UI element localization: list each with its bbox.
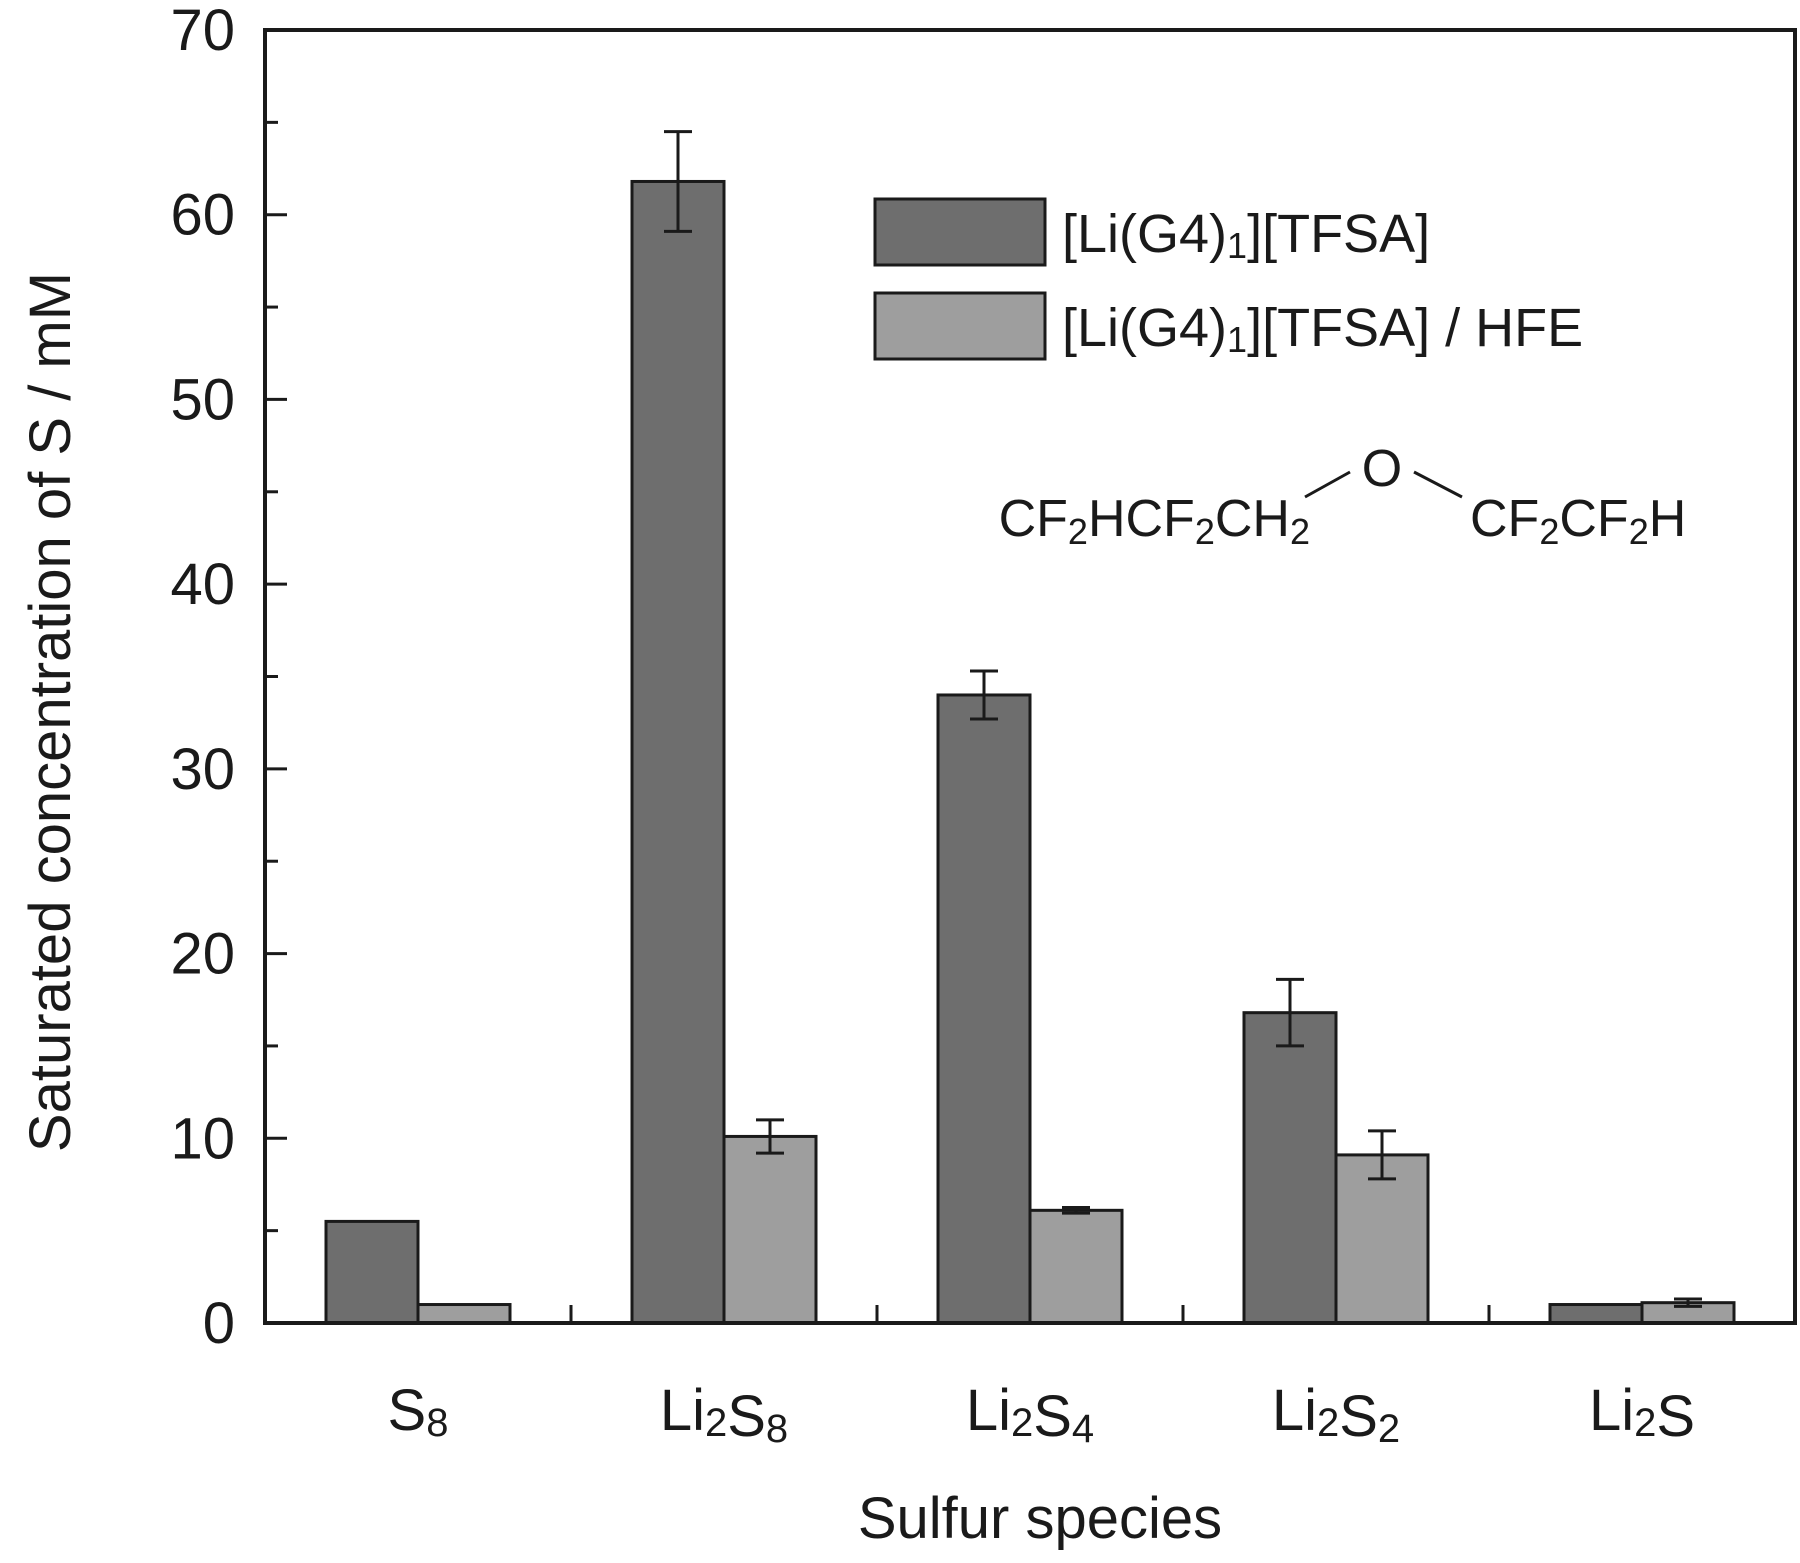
error-bar — [1368, 1129, 1396, 1181]
bar-li2s8-series-2 — [722, 1134, 818, 1325]
y-tick-label: 0 — [203, 1291, 235, 1356]
x-tick-label-s8: S8 — [388, 1378, 449, 1445]
bar-li2s4-series-1 — [936, 693, 1032, 1325]
error-bar — [1276, 977, 1304, 1048]
bar-li2s8-series-1 — [630, 179, 726, 1325]
error-bar — [970, 669, 998, 721]
y-tick-label: 40 — [170, 552, 235, 617]
legend-swatch-series-2 — [873, 291, 1047, 361]
y-axis-ticks: 0 10 20 30 40 50 60 70 — [170, 0, 287, 1356]
legend-swatch-series-1 — [873, 197, 1047, 267]
x-tick-label-li2s: Li2S — [1589, 1378, 1695, 1449]
formula-right-fragment: CF2CF2H — [1470, 490, 1686, 552]
plot-frame — [263, 28, 1797, 1325]
y-tick-label: 30 — [170, 737, 235, 802]
x-axis-ticks — [569, 1305, 1491, 1323]
formula-left-fragment: CF2HCF2CH2 — [999, 490, 1310, 552]
error-bar — [1674, 1297, 1702, 1308]
legend-label-series-1: [Li(G4)1][TFSA] — [1062, 204, 1430, 266]
bar-li2s-series-1 — [1548, 1303, 1644, 1325]
bars — [324, 179, 1736, 1325]
bar-li2s4-series-2 — [1028, 1208, 1124, 1325]
y-tick-label: 60 — [170, 183, 235, 248]
x-tick-label-li2s4: Li2S4 — [966, 1378, 1094, 1451]
bar-s8-series-2 — [416, 1303, 512, 1325]
legend: [Li(G4)1][TFSA] [Li(G4)1][TFSA] / HFE — [873, 197, 1583, 361]
error-bar — [1062, 1206, 1090, 1215]
formula-oxygen: O — [1362, 440, 1402, 498]
bar-li2s2-series-2 — [1334, 1153, 1430, 1325]
x-tick-label-li2s2: Li2S2 — [1272, 1378, 1400, 1451]
bar-li2s2-series-1 — [1242, 1011, 1338, 1325]
y-tick-label: 20 — [170, 922, 235, 987]
hfe-structure-annotation: CF2HCF2CH2 CF2CF2H O — [999, 440, 1687, 552]
error-bars — [664, 130, 1702, 1308]
y-tick-label: 10 — [170, 1106, 235, 1171]
y-tick-label: 50 — [170, 367, 235, 432]
y-axis-title: Saturated concentration of S / mM — [18, 272, 83, 1152]
formula-bond-left — [1304, 470, 1351, 499]
legend-label-series-2: [Li(G4)1][TFSA] / HFE — [1062, 298, 1583, 360]
x-axis-title: Sulfur species — [858, 1486, 1222, 1551]
bar-s8-series-1 — [324, 1219, 420, 1325]
category-labels: S8 Li2S8 Li2S4 Li2S2 Li2S — [388, 1378, 1696, 1451]
y-tick-label: 70 — [170, 0, 235, 63]
error-bar — [664, 130, 692, 233]
error-bar — [756, 1118, 784, 1155]
formula-bond-right — [1413, 470, 1463, 499]
x-tick-label-li2s8: Li2S8 — [660, 1378, 788, 1451]
